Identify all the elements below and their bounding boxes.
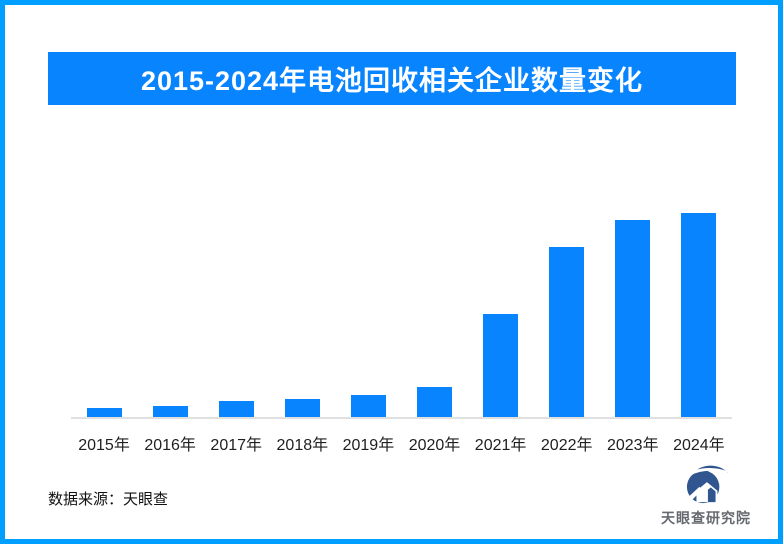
x-label-2016: 2016年: [144, 437, 196, 454]
bar-2020: [417, 387, 453, 418]
x-label-2021: 2021年: [474, 437, 527, 454]
bar-slot-2022: [534, 190, 600, 418]
bar-2022: [549, 247, 585, 418]
bar-slot-2023: [600, 190, 666, 418]
x-label-2020: 2020年: [408, 437, 461, 454]
x-label-2019: 2019年: [342, 437, 395, 454]
bar-2018: [284, 399, 320, 418]
bar-2017: [218, 401, 254, 418]
bar-slot-2021: [468, 190, 534, 418]
bar-2024: [681, 213, 717, 418]
x-label-2024: 2024年: [673, 437, 725, 454]
bar-2015: [86, 408, 122, 418]
bar-slot-2020: [401, 190, 467, 418]
bar-2021: [483, 314, 519, 418]
bar-slot-2024: [666, 190, 732, 418]
bar-2016: [152, 406, 188, 418]
tianyancha-logo-block: 天眼查研究院: [660, 464, 752, 528]
x-axis-labels: 2015年 2016年 2017年 2018年 2019年 2020年 2021年 2022年…: [71, 431, 732, 455]
tianyancha-logo-text: 天眼查研究院: [661, 510, 751, 526]
bar-2019: [350, 395, 386, 418]
bar-slot-2016: [137, 190, 203, 418]
x-label-2017: 2017年: [210, 437, 263, 454]
x-label-2018: 2018年: [276, 437, 329, 454]
bar-slot-2015: [71, 190, 137, 418]
x-label-2015: 2015年: [78, 437, 130, 454]
x-axis-line: [71, 417, 732, 419]
bar-slot-2017: [203, 190, 269, 418]
chart-title-banner: 2015-2024年电池回收相关企业数量变化: [48, 52, 736, 105]
bar-chart-plot-area: [71, 190, 732, 418]
chart-title: 2015-2024年电池回收相关企业数量变化: [140, 66, 644, 96]
bar-slot-2018: [269, 190, 335, 418]
x-label-2023: 2023年: [606, 437, 659, 454]
x-label-2022: 2022年: [540, 437, 593, 454]
bar-2023: [615, 220, 651, 418]
data-source-note: 数据来源：天眼查: [48, 491, 169, 508]
bar-slot-2019: [335, 190, 401, 418]
tianyancha-logo-icon: [684, 465, 728, 504]
